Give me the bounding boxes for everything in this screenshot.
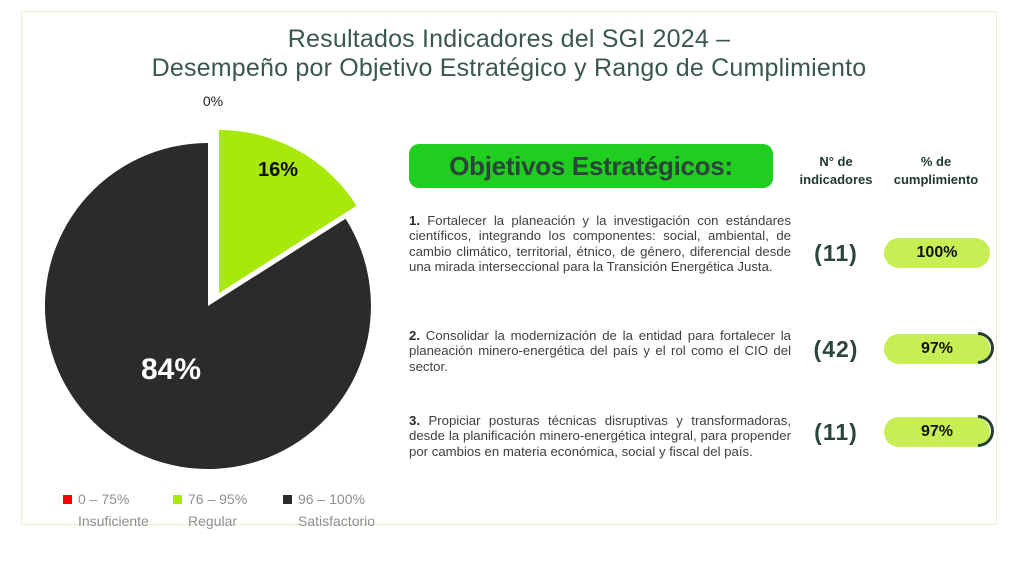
- objective-1-number: 1.: [409, 213, 420, 228]
- objectives-header: Objetivos Estratégicos:: [409, 144, 773, 188]
- column-header-compliance: % de cumplimiento: [893, 154, 979, 187]
- objective-3-compliance-badge: 97%: [884, 417, 990, 447]
- objective-3-indicator-count: (11): [814, 419, 858, 445]
- legend-label: Satisfactorio: [298, 513, 376, 529]
- legend-swatch-green-icon: [173, 494, 182, 504]
- pie-slice-regular: [219, 130, 357, 293]
- pie-chart: [44, 130, 371, 469]
- objective-3-text: 3. Propiciar posturas técnicas disruptiv…: [409, 413, 791, 459]
- legend-item-regular: 76 – 95% Regular: [173, 488, 283, 532]
- objective-1-text: 1. Fortalecer la planeación y la investi…: [409, 213, 791, 274]
- legend-item-insuficiente: 0 – 75% Insuficiente: [63, 488, 173, 532]
- legend-item-satisfactorio: 96 – 100% Satisfactorio: [283, 488, 393, 532]
- objective-1-compliance-badge: 100%: [884, 238, 990, 268]
- objective-2-text: 2. Consolidar la modernización de la ent…: [409, 328, 791, 374]
- objective-3-number: 3.: [409, 413, 420, 428]
- legend-range: 96 – 100%: [298, 491, 365, 507]
- pie-legend: 0 – 75% Insuficiente 76 – 95% Regular 96…: [63, 488, 393, 532]
- page-title-line1: Resultados Indicadores del SGI 2024 –: [287, 25, 731, 53]
- legend-swatch-red-icon: [63, 494, 72, 504]
- legend-label: Insuficiente: [78, 513, 149, 529]
- objective-2-indicator-count: (42): [813, 336, 859, 362]
- objective-1-indicator-count: (11): [814, 240, 858, 266]
- column-header-indicators: N° de indicadores: [799, 154, 873, 187]
- objective-2-compliance-badge: 97%: [884, 334, 990, 364]
- slide-container: Resultados Indicadores del SGI 2024 – De…: [21, 11, 997, 529]
- legend-swatch-dark-icon: [283, 494, 292, 504]
- objective-2-number: 2.: [409, 328, 420, 343]
- page-title-line2: Desempeño por Objetivo Estratégico y Ran…: [151, 54, 867, 82]
- pie-label-regular: 16%: [257, 159, 299, 181]
- pie-slice-satisfactorio: [44, 142, 371, 469]
- page-title: Resultados Indicadores del SGI 2024 – De…: [22, 25, 996, 83]
- legend-range: 76 – 95%: [188, 491, 248, 507]
- pie-label-insuficiente: 0%: [202, 93, 224, 109]
- legend-label: Regular: [188, 513, 238, 529]
- legend-range: 0 – 75%: [78, 491, 130, 507]
- pie-label-satisfactorio: 84%: [140, 353, 202, 386]
